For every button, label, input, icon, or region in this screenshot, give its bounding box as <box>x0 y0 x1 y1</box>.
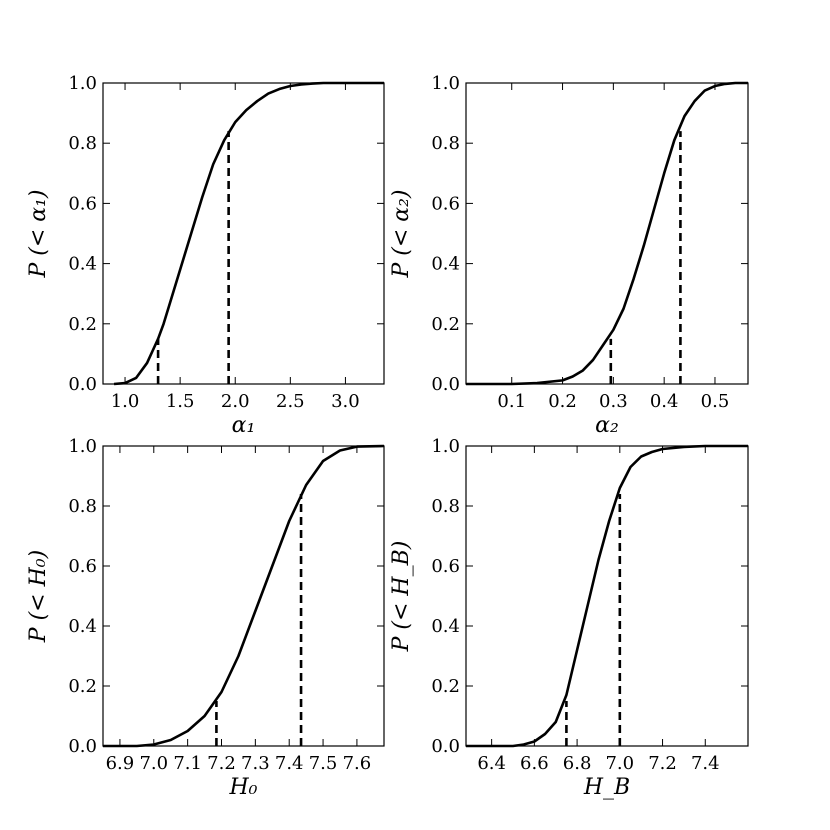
y-tick-label: 0.2 <box>68 676 97 697</box>
x-tick-label: 6.6 <box>520 753 549 774</box>
x-axis-label: H_B <box>583 775 630 800</box>
x-tick-label: 7.5 <box>309 753 338 774</box>
plot-frame <box>465 82 749 385</box>
x-tick-label: 7.0 <box>139 753 168 774</box>
y-tick-label: 0.8 <box>68 133 97 154</box>
x-tick-label: 6.8 <box>563 753 592 774</box>
y-tick-label: 0.6 <box>68 556 97 577</box>
y-axis-label: P (< α₁) <box>26 189 51 278</box>
y-axis-label: P (< H_B) <box>389 541 414 653</box>
x-tick-label: 2.5 <box>276 391 305 412</box>
x-tick-label: 0.4 <box>650 391 679 412</box>
y-tick-label: 0.4 <box>68 254 97 275</box>
x-tick-label: 7.2 <box>648 753 677 774</box>
x-tick-label: 7.6 <box>343 753 372 774</box>
x-tick-label: 0.2 <box>548 391 577 412</box>
x-tick-label: 7.2 <box>207 753 236 774</box>
x-tick-label: 6.9 <box>106 753 135 774</box>
x-tick-label: 7.4 <box>691 753 720 774</box>
x-tick-label: 7.4 <box>275 753 304 774</box>
y-tick-label: 0.4 <box>431 254 460 275</box>
y-tick-label: 1.0 <box>431 73 460 94</box>
x-tick-label: 6.4 <box>477 753 506 774</box>
subplot-1: 1.0 1.5 2.0 2.5 3.0 0.0 0.2 0.4 0.6 0.8 1.0 α₁ P (< … <box>26 73 385 438</box>
y-tick-label: 0.4 <box>431 616 460 637</box>
y-tick-label: 0.6 <box>431 556 460 577</box>
cdf-curve <box>466 444 748 748</box>
subplot-4: 6.4 6.6 6.8 7.0 7.2 7.4 0.0 0.2 0.4 0.6 0.8 1.0 H_B P… <box>389 436 749 800</box>
y-tick-label: 0.0 <box>431 374 460 395</box>
x-tick-label: 0.1 <box>497 391 526 412</box>
y-tick-label: 0.0 <box>68 374 97 395</box>
plot-frame <box>102 445 385 747</box>
y-axis-label: P (< α₂) <box>389 189 414 278</box>
y-tick-label: 0.0 <box>431 736 460 757</box>
x-axis-label: α₂ <box>595 413 619 438</box>
x-axis-label: H₀ <box>228 775 257 800</box>
cdf-curve <box>466 81 748 386</box>
x-tick-label: 7.1 <box>173 753 202 774</box>
cdf-curve <box>103 444 385 748</box>
x-tick-label: 1.5 <box>166 391 195 412</box>
y-tick-label: 1.0 <box>431 436 460 457</box>
x-tick-label: 0.5 <box>701 391 730 412</box>
plot-frame <box>465 445 749 747</box>
x-axis-label: α₁ <box>232 413 256 438</box>
x-tick-label: 2.0 <box>221 391 250 412</box>
y-axis-label: P (< H₀) <box>26 550 51 643</box>
plot-frame <box>102 82 385 385</box>
y-tick-label: 0.0 <box>68 736 97 757</box>
y-tick-label: 0.8 <box>431 133 460 154</box>
y-tick-label: 1.0 <box>68 73 97 94</box>
y-tick-label: 0.2 <box>431 314 460 335</box>
subplot-2: 0.1 0.2 0.3 0.4 0.5 0.0 0.2 0.4 0.6 0.8 1.0 α₂ P (< … <box>389 73 749 438</box>
y-tick-label: 0.2 <box>431 676 460 697</box>
y-tick-label: 0.6 <box>431 193 460 214</box>
y-tick-label: 1.0 <box>68 436 97 457</box>
x-tick-label: 7.0 <box>605 753 634 774</box>
y-tick-label: 0.8 <box>431 496 460 517</box>
x-tick-label: 0.3 <box>599 391 628 412</box>
cdf-curve <box>113 81 384 386</box>
x-tick-label: 1.0 <box>111 391 140 412</box>
x-tick-label: 7.3 <box>241 753 270 774</box>
x-tick-label: 3.0 <box>331 391 360 412</box>
y-tick-label: 0.8 <box>68 496 97 517</box>
y-tick-label: 0.2 <box>68 314 97 335</box>
y-tick-label: 0.4 <box>68 616 97 637</box>
y-tick-label: 0.6 <box>68 193 97 214</box>
subplot-3: 6.9 7.0 7.1 7.2 7.3 7.4 7.5 7.6 0.0 0.2 0.4 0.6 0.8 1… <box>26 436 385 800</box>
